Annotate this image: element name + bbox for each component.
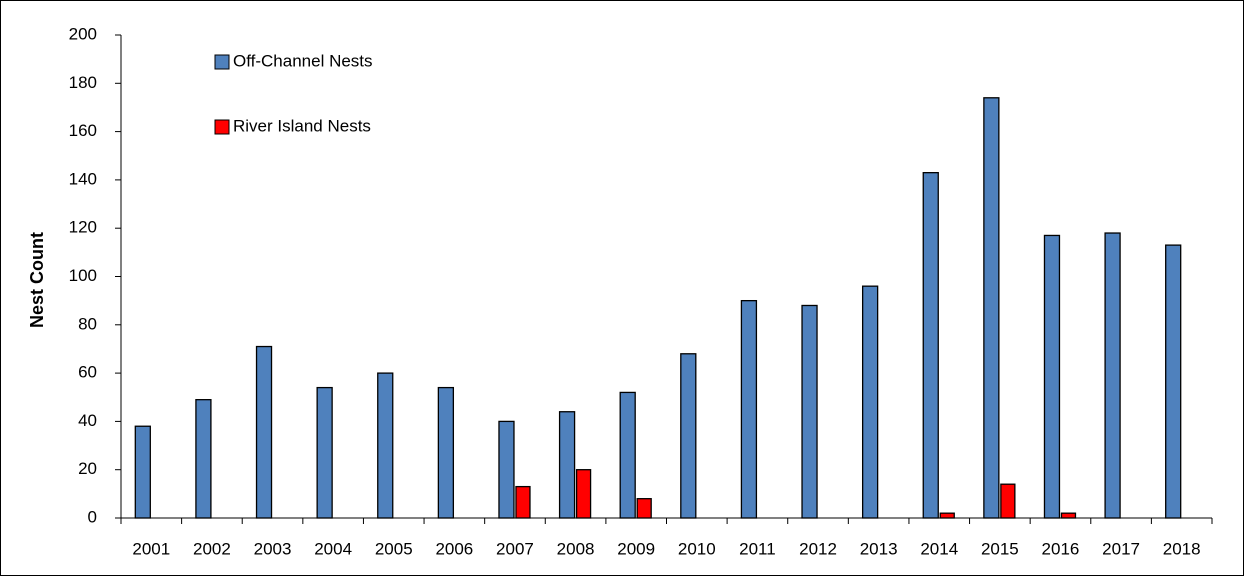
y-tick-label: 20: [78, 459, 97, 478]
bar: [377, 372, 394, 519]
bar: [619, 391, 636, 519]
y-axis-title: Nest Count: [27, 232, 47, 328]
bar: [1043, 234, 1061, 519]
x-tick-label: 2012: [799, 539, 837, 558]
x-tick-label: 2015: [981, 539, 1019, 558]
y-tick-label: 0: [88, 507, 97, 526]
bar: [1060, 512, 1077, 519]
x-tick-label: 2006: [435, 539, 473, 558]
bar: [575, 469, 592, 519]
legend-label: Off-Channel Nests: [233, 51, 373, 70]
bar: [1165, 244, 1182, 519]
y-tick-label: 200: [69, 24, 97, 43]
x-tick-label: 2016: [1042, 539, 1080, 558]
y-tick-label: 40: [78, 411, 97, 430]
y-tick-label: 80: [78, 314, 97, 333]
x-tick-label: 2008: [557, 539, 595, 558]
x-tick-label: 2005: [375, 539, 413, 558]
legend-swatch: [214, 54, 230, 70]
bar: [255, 345, 273, 519]
bar: [983, 97, 1000, 519]
y-tick-label: 180: [69, 73, 97, 92]
bar: [680, 353, 697, 519]
bar: [515, 485, 531, 519]
y-tick-label: 140: [69, 169, 97, 188]
bar: [195, 399, 212, 519]
x-tick-label: 2014: [920, 539, 958, 558]
y-tick-label: 60: [78, 363, 97, 382]
x-tick-label: 2018: [1163, 539, 1201, 558]
bar: [1000, 483, 1016, 519]
bar: [558, 411, 576, 519]
bar: [636, 498, 652, 519]
bar: [134, 425, 151, 519]
x-tick-label: 2001: [132, 539, 170, 558]
legend-swatch: [214, 119, 230, 135]
bar: [316, 386, 333, 519]
x-tick-label: 2017: [1102, 539, 1140, 558]
x-tick-label: 2010: [678, 539, 716, 558]
bar: [922, 172, 939, 519]
y-tick-label: 160: [69, 121, 97, 140]
y-tick-label: 120: [69, 218, 97, 237]
bar: [939, 512, 955, 519]
x-tick-label: 2003: [254, 539, 292, 558]
x-tick-label: 2002: [193, 539, 231, 558]
x-tick-label: 2009: [617, 539, 655, 558]
bar: [801, 304, 818, 519]
bar: [861, 285, 879, 519]
x-tick-label: 2013: [860, 539, 898, 558]
y-tick-label: 100: [69, 266, 97, 285]
bar: [740, 299, 758, 519]
x-tick-label: 2004: [314, 539, 352, 558]
bar: [437, 386, 455, 519]
x-tick-label: 2007: [496, 539, 534, 558]
x-tick-label: 2011: [739, 539, 776, 558]
bar: [498, 420, 515, 519]
bar: [1104, 232, 1121, 519]
legend-label: River Island Nests: [233, 116, 371, 135]
